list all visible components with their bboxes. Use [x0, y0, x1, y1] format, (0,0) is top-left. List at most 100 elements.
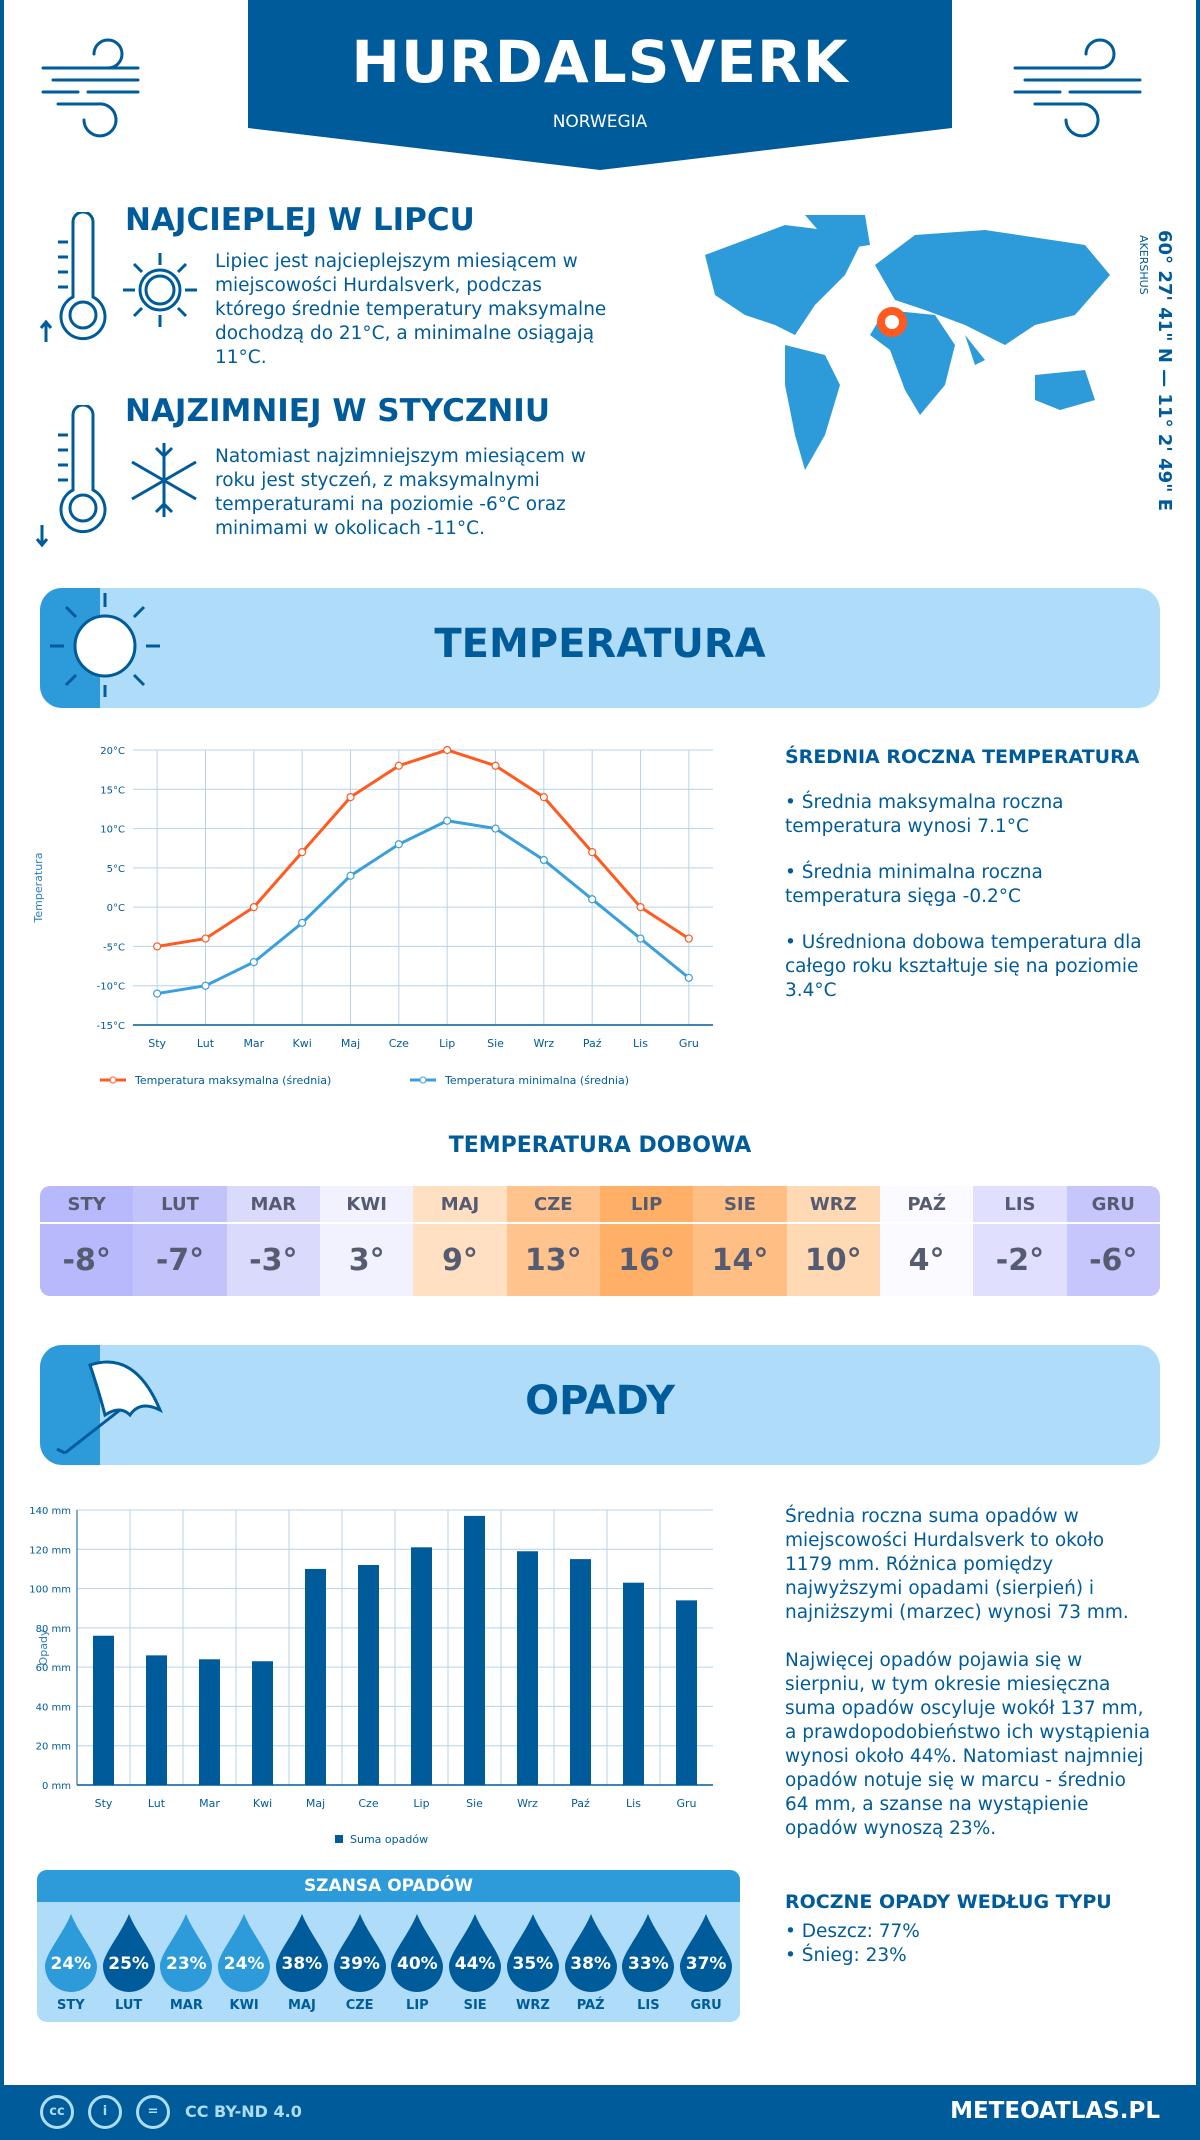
raindrop-icon	[449, 1914, 502, 1992]
wind-icon	[41, 38, 140, 138]
precip-chance-title: SZANSA OPADÓW	[37, 1870, 740, 1902]
precip-type-panel: ROCZNE OPADY WEDŁUG TYPU • Deszcz: 77% •…	[785, 1890, 1112, 1968]
footer: cc i = CC BY-ND 4.0 METEOATLAS.PL	[0, 2085, 1200, 2140]
data-point	[394, 761, 403, 770]
bar-lip	[411, 1547, 432, 1785]
temp-value: -2°	[995, 1242, 1045, 1278]
y-tick-label: -10°C	[97, 982, 125, 993]
daily-temp-sie: SIE 14°	[693, 1186, 787, 1296]
precip-chance-lut: 25% LUT	[100, 1902, 158, 2013]
x-tick-label: Cze	[389, 1037, 409, 1050]
x-tick-label: Gru	[679, 1037, 699, 1050]
data-point	[636, 934, 645, 943]
precip-section-title: OPADY	[525, 1378, 675, 1424]
cold-title: NAJZIMNIEJ W STYCZNIU	[125, 393, 550, 429]
legend-label: Suma opadów	[350, 1833, 428, 1846]
y-tick-label: 5°C	[107, 864, 125, 875]
x-tick-label: Maj	[341, 1037, 360, 1050]
precip-type-title: ROCZNE OPADY WEDŁUG TYPU	[785, 1891, 1112, 1913]
legend-label: Temperatura maksymalna (średnia)	[134, 1074, 331, 1087]
header-banner	[248, 0, 952, 170]
data-point	[346, 793, 355, 802]
raindrop-icon	[506, 1914, 559, 1992]
temp-value: 16°	[618, 1242, 675, 1278]
precip-chance-mar: 23% MAR	[158, 1902, 216, 2013]
raindrop-icon	[218, 1914, 271, 1992]
temp-value: 9°	[442, 1242, 478, 1278]
data-point	[491, 761, 500, 770]
x-tick-label: Kwi	[253, 1797, 272, 1810]
x-tick-label: Paź	[583, 1037, 602, 1050]
y-axis-label: Opady	[37, 1629, 50, 1665]
temp-value: 4°	[908, 1242, 945, 1278]
daily-temp-maj: MAJ 9°	[413, 1186, 507, 1296]
x-tick-label: Gru	[676, 1797, 696, 1810]
sun-icon	[50, 593, 160, 697]
temp-value: -7°	[155, 1242, 205, 1278]
x-tick-label: Wrz	[517, 1797, 538, 1810]
x-tick-label: Lis	[633, 1037, 648, 1050]
y-tick-label: 10°C	[100, 825, 125, 836]
data-point	[443, 745, 452, 755]
month-label: LUT	[133, 1186, 227, 1224]
hot-title: NAJCIEPLEJ W LIPCU	[125, 202, 475, 238]
precip-chance-maj: 38% MAJ	[273, 1902, 331, 2013]
month-label: LIP	[599, 1186, 694, 1224]
y-tick-label: 0°C	[107, 903, 125, 914]
y-tick-label: -5°C	[103, 942, 125, 953]
chance-value: 35%	[512, 1954, 554, 1974]
month-label: LIS	[973, 1186, 1067, 1224]
precip-chance-cze: 39% CZE	[331, 1902, 389, 2013]
attribution-icon: i	[88, 2095, 122, 2129]
bar-kwi	[252, 1661, 273, 1785]
x-tick-label: Sty	[95, 1797, 113, 1810]
data-point	[539, 855, 548, 865]
chance-value: 38%	[281, 1954, 323, 1974]
data-point	[298, 918, 307, 927]
data-point	[636, 903, 645, 912]
bar-cze	[358, 1565, 379, 1785]
bar-sie	[464, 1515, 485, 1785]
month-label: KWI	[319, 1186, 414, 1224]
chance-value: 39%	[339, 1954, 380, 1974]
no-derivatives-icon: =	[136, 2095, 170, 2129]
chance-value: 38%	[570, 1954, 611, 1974]
daily-temperature-title: TEMPERATURA DOBOWA	[448, 1133, 752, 1158]
summary-bullet: • Średnia maksymalna roczna temperatura …	[785, 792, 1064, 837]
month-label: LIS	[637, 1998, 660, 2013]
precip-chance-sty: 24% STY	[42, 1902, 100, 2013]
y-tick-label: 20 mm	[36, 1742, 71, 1753]
chance-value: 23%	[166, 1954, 207, 1974]
temp-value: 13°	[524, 1242, 582, 1278]
chance-value: 24%	[50, 1954, 92, 1974]
data-point	[153, 989, 162, 998]
month-label: MAR	[169, 1998, 203, 2013]
x-tick-label: Lut	[197, 1037, 215, 1050]
precip-chance-paź: 38% PAŹ	[562, 1902, 620, 2013]
license-link[interactable]: CC BY-ND 4.0	[185, 2102, 302, 2121]
precip-section-header: OPADY	[40, 1345, 1160, 1465]
daily-temp-wrz: WRZ 10°	[786, 1186, 880, 1296]
x-tick-label: Sie	[466, 1797, 483, 1810]
temperature-section-title: TEMPERATURA	[434, 621, 766, 667]
summary-bullet: • Średnia minimalna roczna temperatura s…	[785, 862, 1043, 907]
raindrop-icon	[564, 1914, 617, 1992]
x-tick-label: Lis	[626, 1797, 641, 1810]
temperature-summary-title: ŚREDNIA ROCZNA TEMPERATURA	[785, 746, 1140, 768]
month-label: MAJ	[287, 1998, 316, 2013]
temp-value: 14°	[711, 1242, 769, 1278]
precip-summary: Średnia roczna suma opadów w miejscowośc…	[785, 1505, 1155, 1841]
precip-type-snow: • Śnieg: 23%	[785, 1945, 907, 1966]
bar-paź	[570, 1559, 591, 1785]
month-label: GRU	[1066, 1186, 1160, 1224]
precip-chance-panel: SZANSA OPADÓW 24% STY 25% LUT 23% MAR 24% KWI 38…	[37, 1870, 740, 2022]
x-tick-label: Paź	[571, 1797, 590, 1810]
temperature-section-header: TEMPERATURA	[40, 588, 1160, 708]
bar-maj	[305, 1568, 326, 1785]
data-point	[491, 824, 500, 833]
cold-text: Natomiast najzimniejszym miesiącem w rok…	[215, 446, 586, 539]
raindrop-icon	[680, 1914, 733, 1992]
y-tick-label: 40 mm	[36, 1702, 71, 1713]
site-link[interactable]: METEOATLAS.PL	[950, 2098, 1160, 2124]
month-label: MAR	[226, 1186, 320, 1224]
